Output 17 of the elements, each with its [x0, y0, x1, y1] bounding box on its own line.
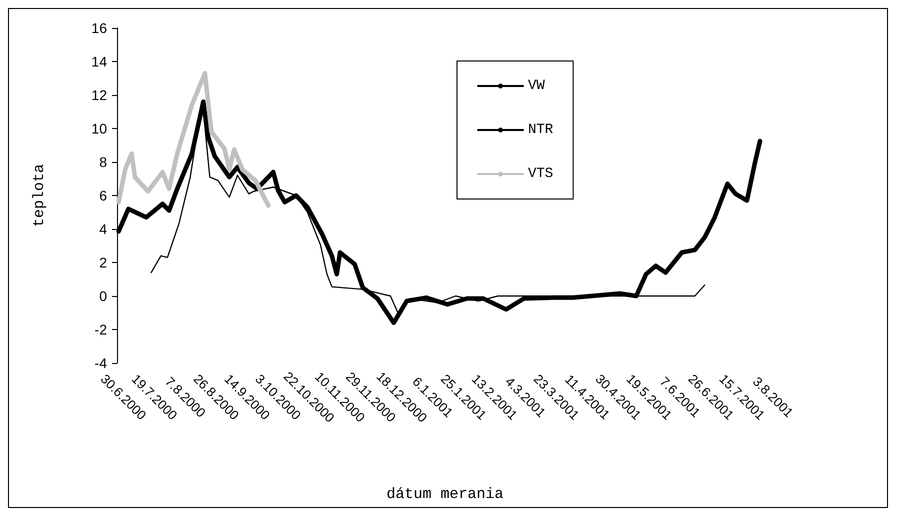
y-tick-label: 0	[99, 288, 108, 304]
y-axis-title: teplota	[31, 164, 48, 228]
y-tick-label: 12	[91, 87, 108, 103]
y-tick-label: 4	[99, 221, 108, 237]
y-tick-label: 8	[99, 154, 108, 170]
y-tick-label: -4	[94, 355, 108, 371]
legend-label: VTS	[528, 166, 554, 182]
line-series	[116, 70, 271, 208]
y-tick-label: 2	[99, 254, 108, 270]
y-tick-label: -2	[94, 322, 108, 338]
legend-label: VW	[528, 78, 546, 94]
legend-label: NTR	[528, 122, 554, 138]
y-tick-label: 16	[91, 20, 108, 36]
y-tick-label: 6	[99, 188, 108, 204]
y-tick-label: 10	[91, 120, 108, 136]
x-axis-title: dátum merania	[386, 486, 504, 503]
y-tick-label: 14	[91, 54, 108, 70]
